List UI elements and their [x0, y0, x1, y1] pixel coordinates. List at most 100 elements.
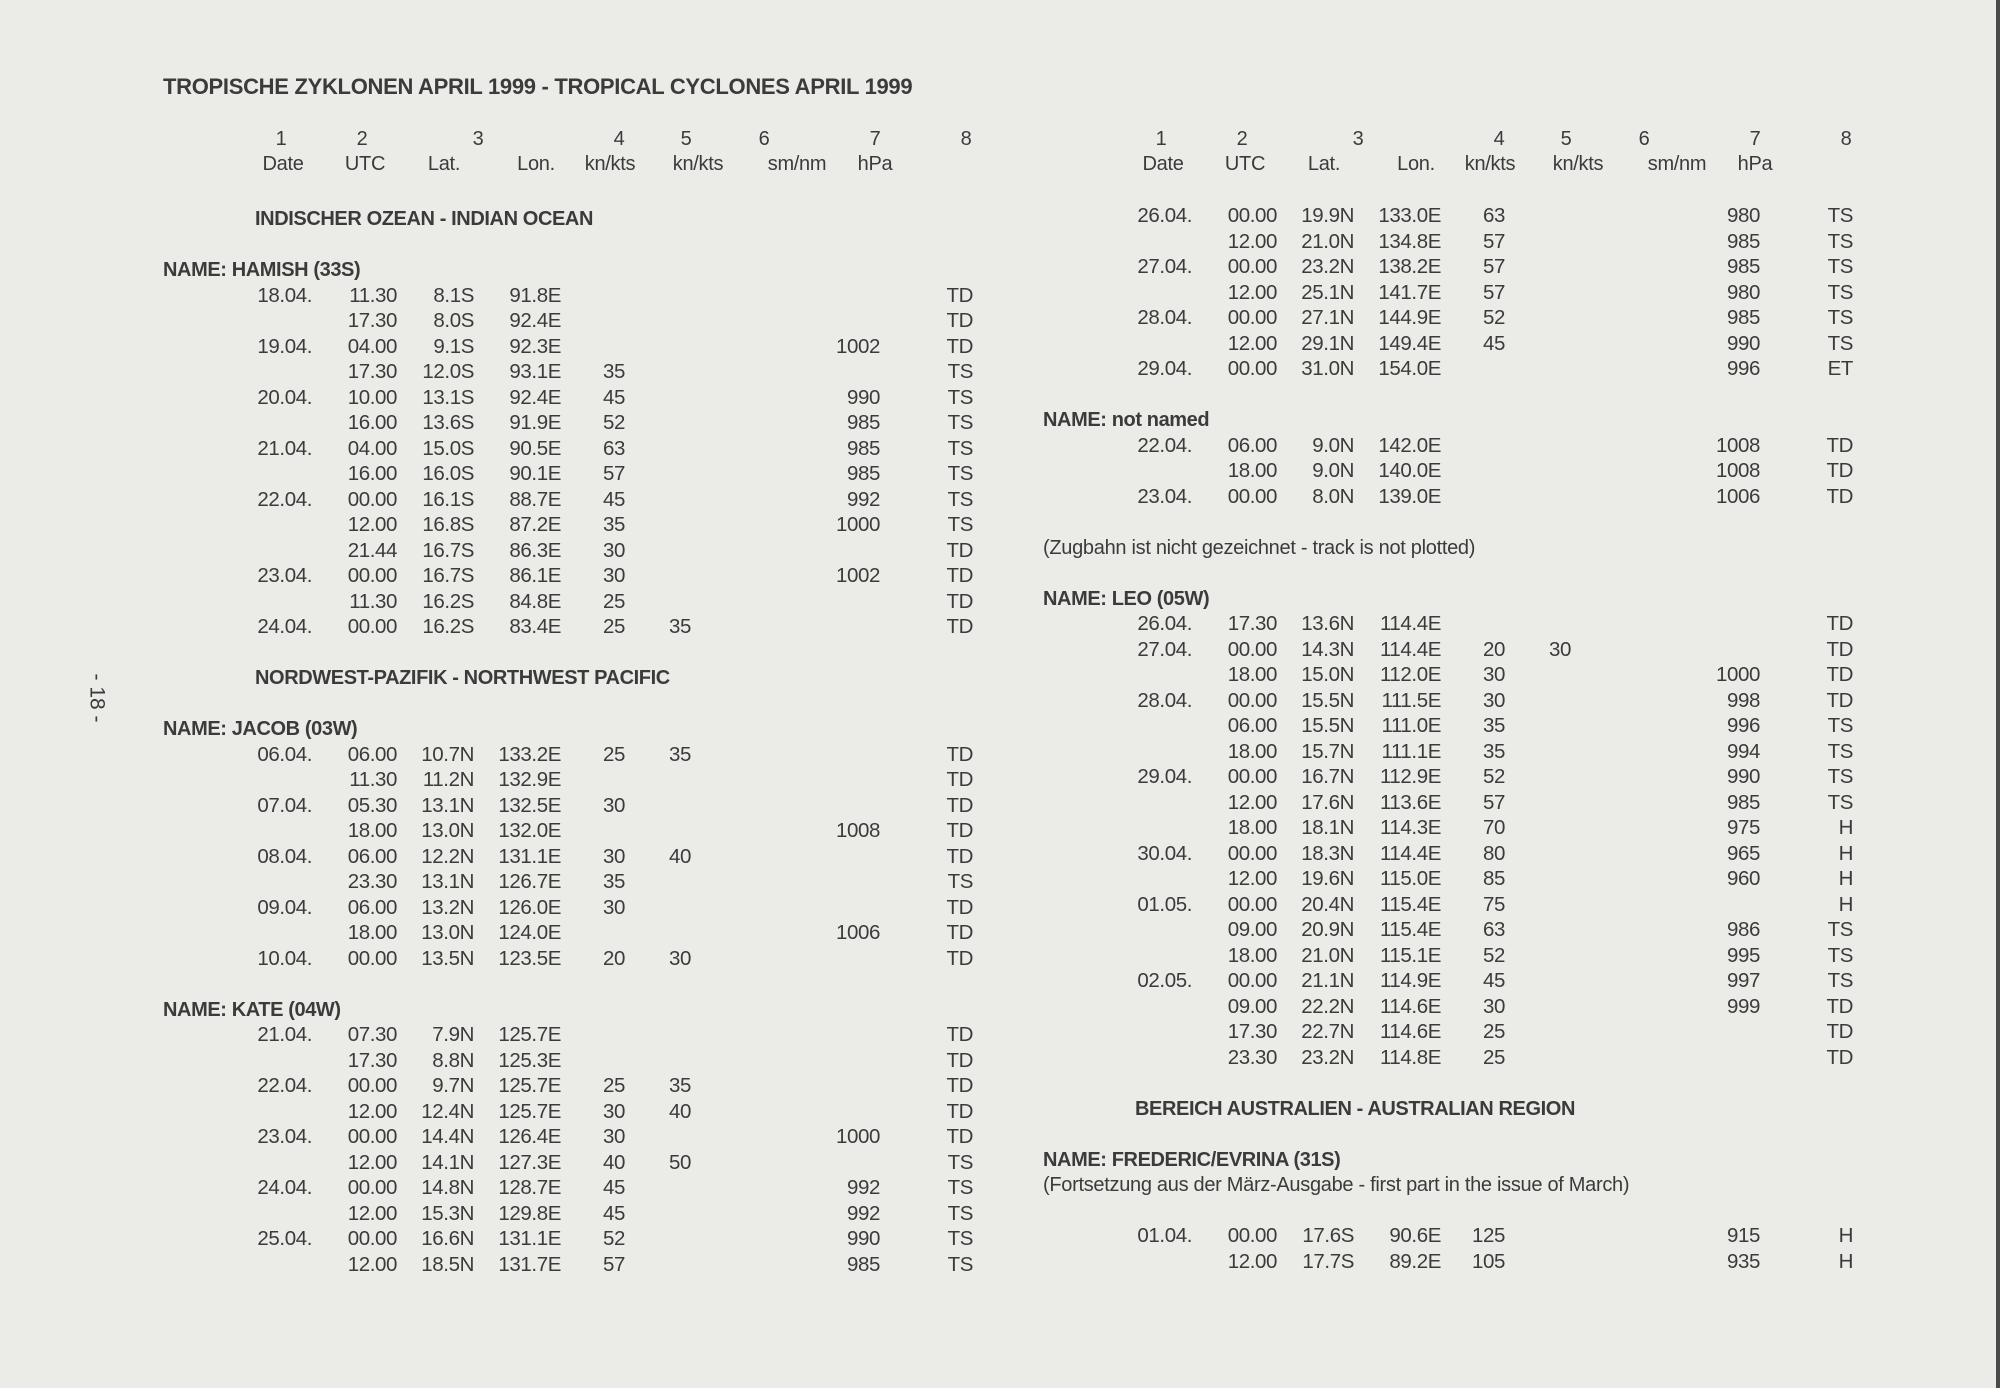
cell-pressure-hpa: 985	[1726, 790, 1760, 814]
cell-utc: 12.00	[347, 1252, 398, 1276]
column-number: 3	[1352, 128, 1364, 150]
cell-pressure-hpa: 985	[846, 436, 880, 460]
cell-utc: 12.00	[347, 1150, 398, 1174]
table-row: 23.04. 00.00 14.4N 126.4E 30 1000 TD	[0, 1124, 1000, 1150]
column-header: kn/kts	[1464, 153, 1516, 175]
cell-wind-kn: 25	[602, 589, 625, 613]
cell-gust-kn: 50	[668, 1150, 691, 1174]
cell-lon: 115.4E	[1379, 918, 1441, 941]
cell-wind-kn: 30	[602, 564, 625, 587]
cell-utc: 12.00	[1227, 280, 1278, 304]
cell-utc: 00.00	[1227, 765, 1278, 788]
cell-lon: 124.0E	[498, 921, 561, 944]
cell-utc: 00.00	[347, 1074, 398, 1097]
column-header: Lon.	[517, 153, 555, 175]
cell-pressure-hpa: 986	[1726, 918, 1760, 941]
cell-lat: 8.0S	[433, 309, 474, 332]
cell-pressure-hpa: 995	[1726, 943, 1760, 967]
table-row: 06.04. 06.00 10.7N 133.2E 25 35 TD	[0, 742, 1000, 768]
cell-date: 08.04.	[257, 844, 312, 868]
cyclone-name: NAME: KATE (04W)	[163, 998, 341, 1021]
cell-gust-kn: 30	[668, 946, 691, 970]
cell-lat: 12.0S	[422, 360, 474, 383]
cell-utc: 00.00	[1227, 484, 1278, 508]
table-row: 16.00 13.6S 91.9E 52 985 TS	[0, 410, 1000, 436]
cell-utc: 06.00	[1227, 714, 1278, 737]
cell-wind-kn: 52	[602, 411, 625, 434]
cell-gust-kn: 30	[1548, 637, 1571, 661]
cell-class: TD	[1826, 433, 1853, 457]
cell-lat: 29.1N	[1301, 331, 1354, 355]
table-row: 18.00 15.7N 111.1E 35 994 TS	[880, 739, 1880, 765]
cell-lat: 21.0N	[1301, 943, 1354, 967]
cell-lon: 90.1E	[509, 462, 561, 485]
table-row: 18.00 9.0N 140.0E 1008 TD	[880, 458, 1880, 484]
cell-lat: 19.6N	[1301, 867, 1354, 890]
table-row: 12.00 18.5N 131.7E 57 985 TS	[0, 1252, 1000, 1278]
column-number: 3	[472, 128, 484, 150]
cell-class: TS	[947, 360, 974, 383]
cell-wind-kn: 125	[1471, 1224, 1505, 1247]
table-row: 08.04. 06.00 12.2N 131.1E 30 40 TD	[0, 844, 1000, 870]
cell-class: TD	[946, 334, 973, 358]
cell-lat: 18.5N	[421, 1252, 474, 1276]
column-number: 5	[1560, 128, 1572, 150]
cell-lat: 16.7S	[422, 564, 474, 587]
cell-utc: 18.00	[347, 921, 398, 944]
table-row: 18.00 21.0N 115.1E 52 995 TS	[880, 943, 1880, 969]
column-header: Date	[1142, 153, 1184, 175]
table-row: 18.00 15.0N 112.0E 30 1000 TD	[880, 662, 1880, 688]
cell-class: TS	[947, 1176, 974, 1199]
cell-wind-kn: 25	[602, 742, 625, 766]
cell-wind-kn: 30	[602, 844, 625, 868]
cell-lon: 114.4E	[1379, 841, 1441, 865]
column-header: kn/kts	[1552, 153, 1604, 175]
cell-lat: 13.0N	[421, 819, 474, 842]
cell-lon: 89.2E	[1389, 1249, 1441, 1273]
cell-class: H	[1838, 816, 1854, 839]
cell-lon: 114.8E	[1379, 1045, 1441, 1069]
cell-class: TD	[946, 793, 973, 817]
cell-class: TS	[1827, 918, 1854, 941]
cell-lat: 13.1N	[421, 793, 474, 817]
cell-wind-kn: 25	[602, 615, 625, 638]
cell-class: TD	[946, 1023, 973, 1046]
cell-class: TD	[946, 615, 973, 638]
cell-lon: 134.8E	[1378, 229, 1441, 253]
cell-class: TD	[1826, 994, 1853, 1018]
cell-class: TD	[1826, 459, 1853, 482]
cell-utc: 11.30	[349, 283, 397, 307]
cell-class: TD	[946, 768, 973, 791]
cell-class: TS	[947, 462, 974, 485]
cell-lat: 27.1N	[1301, 306, 1354, 329]
table-row: 17.30 8.0S 92.4E TD	[0, 308, 1000, 334]
cell-class: TD	[1826, 688, 1853, 712]
cell-gust-kn: 35	[668, 615, 691, 638]
cell-utc: 18.00	[347, 819, 398, 842]
cell-lat: 18.3N	[1301, 841, 1354, 865]
cell-lat: 16.1S	[422, 487, 474, 511]
cell-date: 22.04.	[257, 1074, 312, 1097]
cell-wind-kn: 57	[1482, 229, 1505, 253]
cell-date: 23.04.	[257, 1125, 312, 1148]
column-number: 4	[1493, 128, 1505, 150]
cell-lat: 16.7S	[422, 538, 474, 562]
cell-lon: 131.7E	[498, 1252, 561, 1276]
cell-class: TD	[946, 283, 973, 307]
page-title: TROPISCHE ZYKLONEN APRIL 1999 - TROPICAL…	[163, 74, 913, 99]
cell-class: TD	[946, 1048, 973, 1072]
cell-class: TD	[946, 1125, 973, 1148]
cell-class: TS	[1827, 969, 1854, 992]
cell-date: 28.04.	[1137, 306, 1192, 329]
cell-utc: 17.30	[347, 360, 398, 383]
table-row: 18.00 13.0N 132.0E 1008 TD	[0, 818, 1000, 844]
cell-lat: 23.2N	[1301, 255, 1354, 278]
cell-lon: 139.0E	[1378, 484, 1441, 508]
cell-pressure-hpa: 980	[1726, 280, 1760, 304]
table-row: 11.30 11.2N 132.9E TD	[0, 767, 1000, 793]
cell-lat: 13.1S	[422, 385, 474, 409]
table-row: 22.04. 00.00 9.7N 125.7E 25 35 TD	[0, 1073, 1000, 1099]
cell-lat: 9.0N	[1312, 459, 1354, 482]
cell-date: 18.04.	[257, 283, 312, 307]
cell-class: TD	[946, 589, 973, 613]
